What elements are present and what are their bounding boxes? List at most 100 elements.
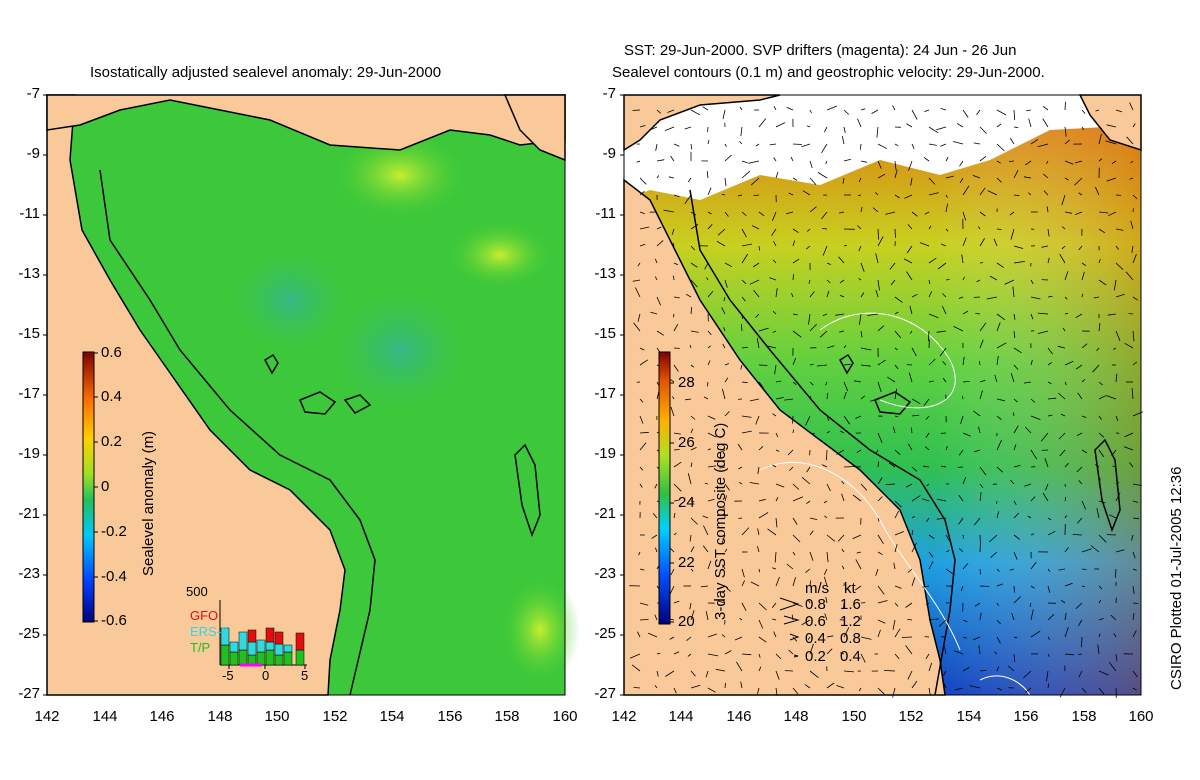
- velocity-arrow: [1047, 636, 1051, 640]
- left-colorbar-tick: 0.6: [101, 344, 122, 361]
- velocity-arrow: [740, 126, 743, 137]
- velocity-arrow: [673, 143, 680, 147]
- velocity-arrow: [1047, 614, 1055, 621]
- velocity-arrow: [860, 653, 866, 663]
- right-lon-tick: 152: [898, 708, 924, 725]
- velocity-arrow: [1030, 630, 1041, 638]
- velocity-arrow: [687, 653, 692, 657]
- velocity-arrow: [894, 194, 900, 199]
- velocity-arrow: [940, 465, 947, 468]
- velocity-arrow: [1113, 347, 1117, 350]
- velocity-arrow: [673, 651, 680, 655]
- velocity-arrow: [875, 449, 879, 455]
- velocity-arrow: [1115, 293, 1125, 298]
- velocity-arrow: [826, 431, 830, 434]
- inset-bar: [220, 627, 230, 646]
- velocity-arrow: [706, 277, 709, 281]
- velocity-arrow: [724, 211, 729, 217]
- velocity-arrow: [673, 461, 682, 468]
- velocity-arrow: [979, 670, 987, 672]
- velocity-arrow: [1023, 670, 1032, 679]
- velocity-arrow: [877, 325, 885, 332]
- velocity-arrow: [841, 493, 845, 502]
- velocity-arrow: [705, 611, 709, 621]
- velocity-arrow: [956, 123, 964, 128]
- velocity-arrow: [741, 253, 749, 264]
- velocity-arrow: [959, 177, 964, 184]
- velocity-arrow: [894, 544, 898, 553]
- velocity-arrow: [973, 142, 981, 145]
- velocity-arrow: [1013, 364, 1019, 370]
- velocity-arrow: [741, 381, 748, 384]
- velocity-arrow: [1112, 465, 1117, 468]
- velocity-arrow: [973, 410, 981, 417]
- velocity-arrow: [1013, 444, 1017, 451]
- velocity-arrow: [1131, 534, 1134, 541]
- velocity-arrow: [979, 492, 982, 502]
- velocity-arrow: [839, 330, 845, 333]
- left-lon-tick: 148: [207, 708, 233, 725]
- left-colorbar-tick: 0.4: [101, 388, 122, 405]
- velocity-arrow: [1058, 432, 1066, 440]
- velocity-arrow: [953, 326, 964, 332]
- velocity-arrow: [939, 347, 947, 357]
- velocity-arrow: [1044, 458, 1049, 468]
- velocity-arrow: [650, 311, 658, 315]
- velocity-arrow: [822, 313, 828, 316]
- velocity-arrow: [826, 262, 831, 265]
- velocity-arrow: [741, 324, 743, 332]
- velocity-arrow: [852, 534, 862, 540]
- velocity-arrow: [823, 568, 828, 575]
- velocity-arrow: [757, 466, 760, 475]
- velocity-arrow: [707, 465, 717, 468]
- velocity-arrow: [685, 293, 692, 298]
- velocity-arrow: [673, 483, 682, 492]
- velocity-arrow: [671, 228, 675, 235]
- velocity-arrow: [1047, 568, 1051, 572]
- velocity-arrow: [874, 192, 879, 196]
- velocity-arrow: [1081, 109, 1086, 114]
- velocity-arrow: [962, 109, 969, 118]
- left-lon-tick: 142: [34, 708, 60, 725]
- velocity-arrow: [907, 670, 913, 680]
- velocity-arrow: [953, 141, 964, 145]
- velocity-arrow: [639, 226, 650, 230]
- inset-bar: [247, 641, 257, 656]
- velocity-arrow: [1010, 228, 1015, 240]
- velocity-arrow: [672, 242, 675, 247]
- velocity-arrow: [703, 525, 709, 536]
- velocity-arrow: [1076, 432, 1083, 437]
- velocity-arrow: [1061, 194, 1066, 206]
- velocity-arrow: [809, 670, 819, 679]
- velocity-arrow: [911, 211, 918, 217]
- velocity-arrow: [826, 682, 835, 689]
- velocity-arrow: [1098, 133, 1102, 145]
- velocity-arrow: [905, 602, 913, 608]
- velocity-arrow: [1095, 109, 1100, 112]
- velocity-arrow: [687, 473, 692, 485]
- velocity-arrow: [821, 464, 828, 468]
- velocity-arrow: [962, 619, 968, 623]
- velocity-arrow: [773, 631, 777, 638]
- velocity-arrow: [1132, 483, 1142, 486]
- velocity-arrow: [885, 483, 896, 485]
- velocity-arrow: [943, 646, 947, 655]
- velocity-arrow: [961, 395, 964, 400]
- velocity-arrow: [905, 645, 913, 655]
- left-colorbar-tick: 0: [101, 478, 110, 495]
- velocity-arrow: [1042, 118, 1049, 128]
- velocity-arrow: [690, 307, 693, 315]
- velocity-arrow: [1030, 313, 1034, 320]
- velocity-arrow: [792, 258, 800, 264]
- velocity-arrow: [894, 296, 903, 303]
- velocity-arrow: [996, 342, 1007, 349]
- velocity-arrow: [632, 109, 641, 111]
- velocity-arrow: [690, 546, 695, 553]
- velocity-key-kt: 1.2: [840, 613, 861, 630]
- velocity-arrow: [792, 228, 799, 233]
- velocity-arrow: [1013, 551, 1018, 560]
- velocity-arrow: [870, 398, 879, 402]
- velocity-arrow: [758, 381, 764, 388]
- velocity-arrow: [809, 395, 812, 400]
- velocity-arrow: [877, 600, 888, 604]
